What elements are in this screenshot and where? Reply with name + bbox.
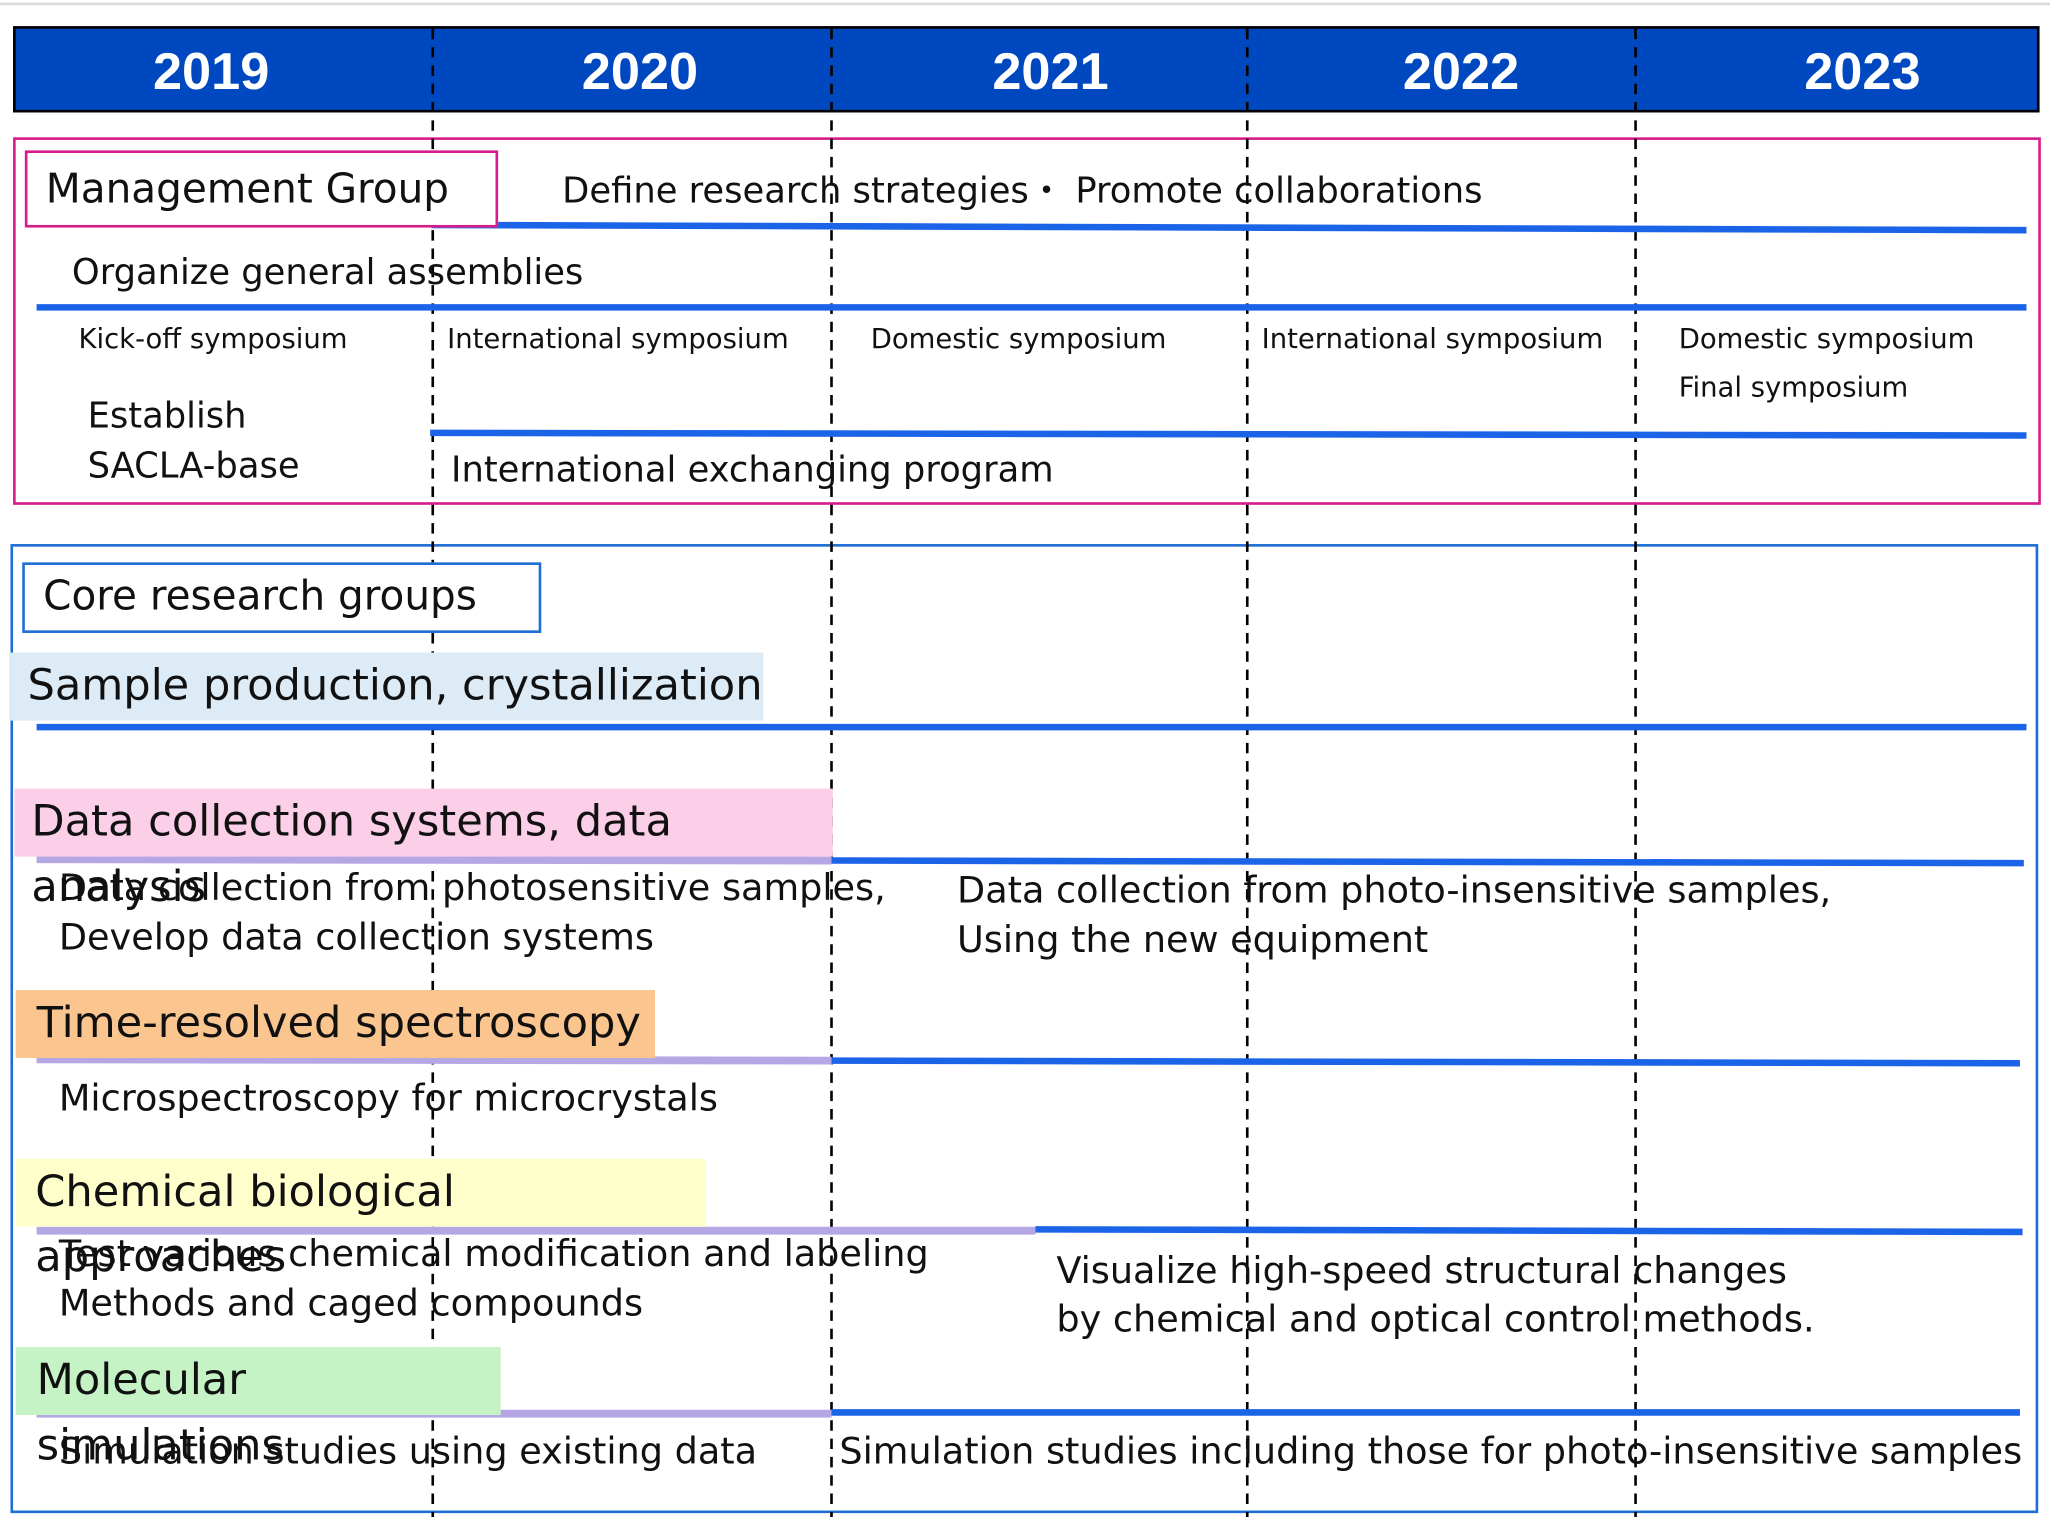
spectroscopy-late-bar [831,1057,2020,1067]
year-dividers [431,28,1637,1518]
data-collection-label: Data collection systems, data analysis [14,788,833,912]
spectroscopy-early-bar [36,1055,832,1065]
symposium-2020: International symposium [447,323,789,355]
data-collection-early-bar [36,855,832,865]
spectroscopy-label: Time-resolved spectroscopy [15,990,656,1059]
exchange-text: International exchanging program [451,449,1054,491]
symposium-2022: International symposium [1261,323,1604,355]
data-collection-late-bar [831,857,2024,867]
data-collection-right-line1: Data collection from photo-insensitive s… [957,868,1832,912]
simulation-right-text: Simulation studies including those for p… [839,1429,2023,1473]
top-divider [0,2,2050,6]
final-symposium: Final symposium [1678,371,1909,403]
strategy-bar [431,221,2027,234]
data-collection-left-line2: Develop data collection systems [58,915,654,959]
year-2020: 2020 [581,43,699,101]
chemical-left-line1: Test various chemical modification and l… [58,1231,929,1276]
simulation-left-text: Simulation studies using existing data [58,1429,758,1473]
symposium-2019: Kick-off symposium [78,323,348,355]
chemical-right-line2: by chemical and optical control methods. [1056,1297,1815,1341]
spectroscopy-note: Microspectroscopy for microcrystals [58,1076,718,1120]
year-2019: 2019 [152,43,270,101]
strategy-text: Define research strategies・ Promote coll… [562,171,1483,212]
exchange-bar [430,429,2027,439]
data-collection-left-line1: Data collection from photosensitive samp… [58,865,886,909]
simulation-label: Molecular simulations [15,1347,501,1470]
data-collection-right-line2: Using the new equipment [957,918,1429,962]
core-research-title: Core research groups [22,562,542,633]
year-2023: 2023 [1804,43,1921,101]
establish-line2: SACLA-base [87,445,300,487]
year-header-bar [13,26,2040,113]
chemical-left-line2: Methods and caged compounds [58,1281,644,1325]
core-research-box [10,544,2039,1514]
year-2022: 2022 [1402,43,1520,101]
symposium-2021: Domestic symposium [870,323,1167,355]
establish-line1: Establish [87,396,247,437]
year-2021: 2021 [992,43,1109,101]
management-group-box [13,137,2041,505]
symposium-2023: Domestic symposium [1678,323,1975,355]
assemblies-text: Organize general assemblies [71,252,584,293]
sample-label: Sample production, crystallization [9,652,764,721]
chemical-label: Chemical biological approaches [15,1158,706,1282]
chemical-right-line1: Visualize high-speed structural changes [1056,1248,1787,1293]
chemical-late-bar [1035,1226,2023,1236]
management-group-title: Management Group [24,150,499,228]
